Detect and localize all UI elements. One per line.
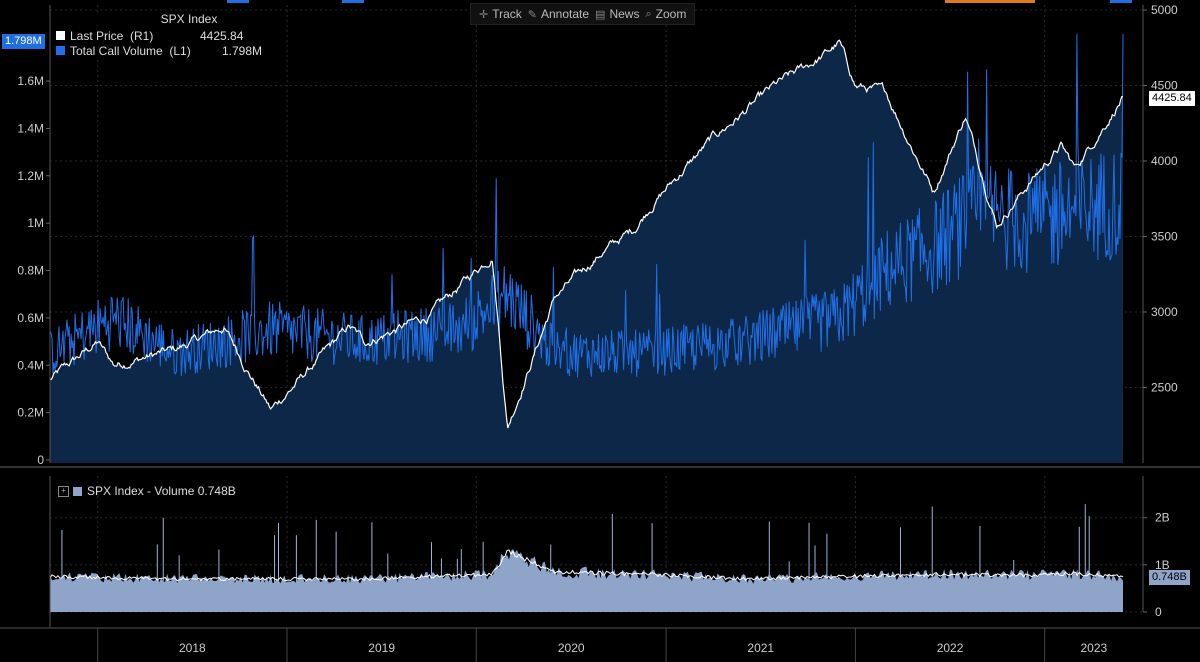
main-legend: SPX Index Last Price (R1) 4425.84 Total … [56, 12, 263, 58]
legend-price-value: 4425.84 [200, 28, 244, 43]
price-tick-label: 5000 [1151, 3, 1178, 17]
zoom-button[interactable]: ⌕ Zoom [645, 7, 686, 21]
news-label: News [609, 7, 640, 21]
volume-tick-label: 0.2M [17, 406, 44, 420]
call-volume-line [49, 33, 1124, 378]
chart-axes: 2018 2019 2020 2021 2022 2023 5000 4500 4000 3500… [0, 3, 1200, 662]
price-tick-label: 4000 [1151, 154, 1178, 168]
magnifier-icon: ⌕ [645, 7, 652, 20]
volume-tick-label: 0 [37, 453, 44, 467]
legend-volume-row[interactable]: Total Call Volume (L1) 1.798M [56, 43, 262, 58]
track-label: Track [492, 7, 522, 21]
right-index-volume-badge: 0.748B [1149, 570, 1190, 585]
price-tick-label: 2500 [1151, 381, 1178, 395]
news-button[interactable]: ▤ News [595, 7, 639, 21]
annotate-label: Annotate [541, 7, 590, 21]
expand-icon[interactable]: + [58, 485, 69, 497]
track-button[interactable]: ✛ Track [479, 7, 522, 21]
x-tick-label: 2020 [558, 641, 585, 655]
chart-toolbar: ✛ Track ✎ Annotate ▤ News ⌕ Zoom [470, 3, 696, 25]
legend-volume-value: 1.798M [222, 43, 263, 58]
volume-tick-label: 1.4M [17, 121, 44, 135]
index-volume-line [49, 549, 1124, 582]
index-volume-bars [50, 504, 1123, 612]
index-volume-swatch [73, 486, 82, 496]
x-tick-label: 2023 [1080, 641, 1107, 655]
news-icon: ▤ [595, 8, 606, 21]
price-area-fill [50, 40, 1123, 463]
legend-price-label: Last Price (R1) [70, 28, 154, 43]
lower-legend-label: SPX Index - Volume 0.748B [87, 484, 236, 498]
volume-tick-label: 1.2M [17, 169, 44, 183]
volume-tick-label: 1M [27, 216, 44, 230]
zoom-label: Zoom [655, 7, 687, 21]
orange-tab-marker [945, 0, 1035, 3]
index-volume-tick-label: 0 [1155, 605, 1162, 619]
annotate-button[interactable]: ✎ Annotate [528, 7, 589, 21]
blue-tab-marker-3 [1110, 0, 1132, 3]
crosshair-icon: ✛ [479, 8, 489, 21]
price-tick-label: 3000 [1151, 305, 1178, 319]
x-tick-label: 2022 [937, 641, 964, 655]
x-tick-label: 2019 [368, 641, 395, 655]
price-tick-label: 4500 [1151, 79, 1178, 93]
lower-legend[interactable]: + SPX Index - Volume 0.748B [58, 484, 236, 498]
volume-tick-label: 0.6M [17, 311, 44, 325]
volume-tick-label: 0.4M [17, 358, 44, 372]
left-volume-badge: 1.798M [2, 34, 45, 49]
call-volume-series [49, 33, 1124, 378]
price-series-line [49, 39, 1124, 429]
blue-tab-marker-2 [342, 0, 364, 3]
legend-price-row[interactable]: Last Price (R1) 4425.84 [56, 28, 262, 43]
x-tick-label: 2018 [179, 641, 206, 655]
legend-volume-label: Total Call Volume (L1) [70, 43, 191, 58]
pencil-icon: ✎ [527, 8, 537, 21]
call-volume-swatch [56, 46, 65, 55]
index-volume-tick-label: 2B [1155, 511, 1170, 525]
volume-tick-label: 0.8M [17, 264, 44, 278]
price-tick-label: 3500 [1151, 230, 1178, 244]
price-swatch [56, 31, 65, 40]
x-tick-label: 2021 [747, 641, 774, 655]
blue-tab-marker-1 [227, 0, 249, 3]
right-price-badge: 4425.84 [1149, 91, 1195, 106]
index-volume-tick-label: 1B [1155, 558, 1170, 572]
volume-tick-label: 1.6M [17, 74, 44, 88]
index-volume-area [50, 549, 1123, 612]
legend-title: SPX Index [160, 12, 218, 26]
